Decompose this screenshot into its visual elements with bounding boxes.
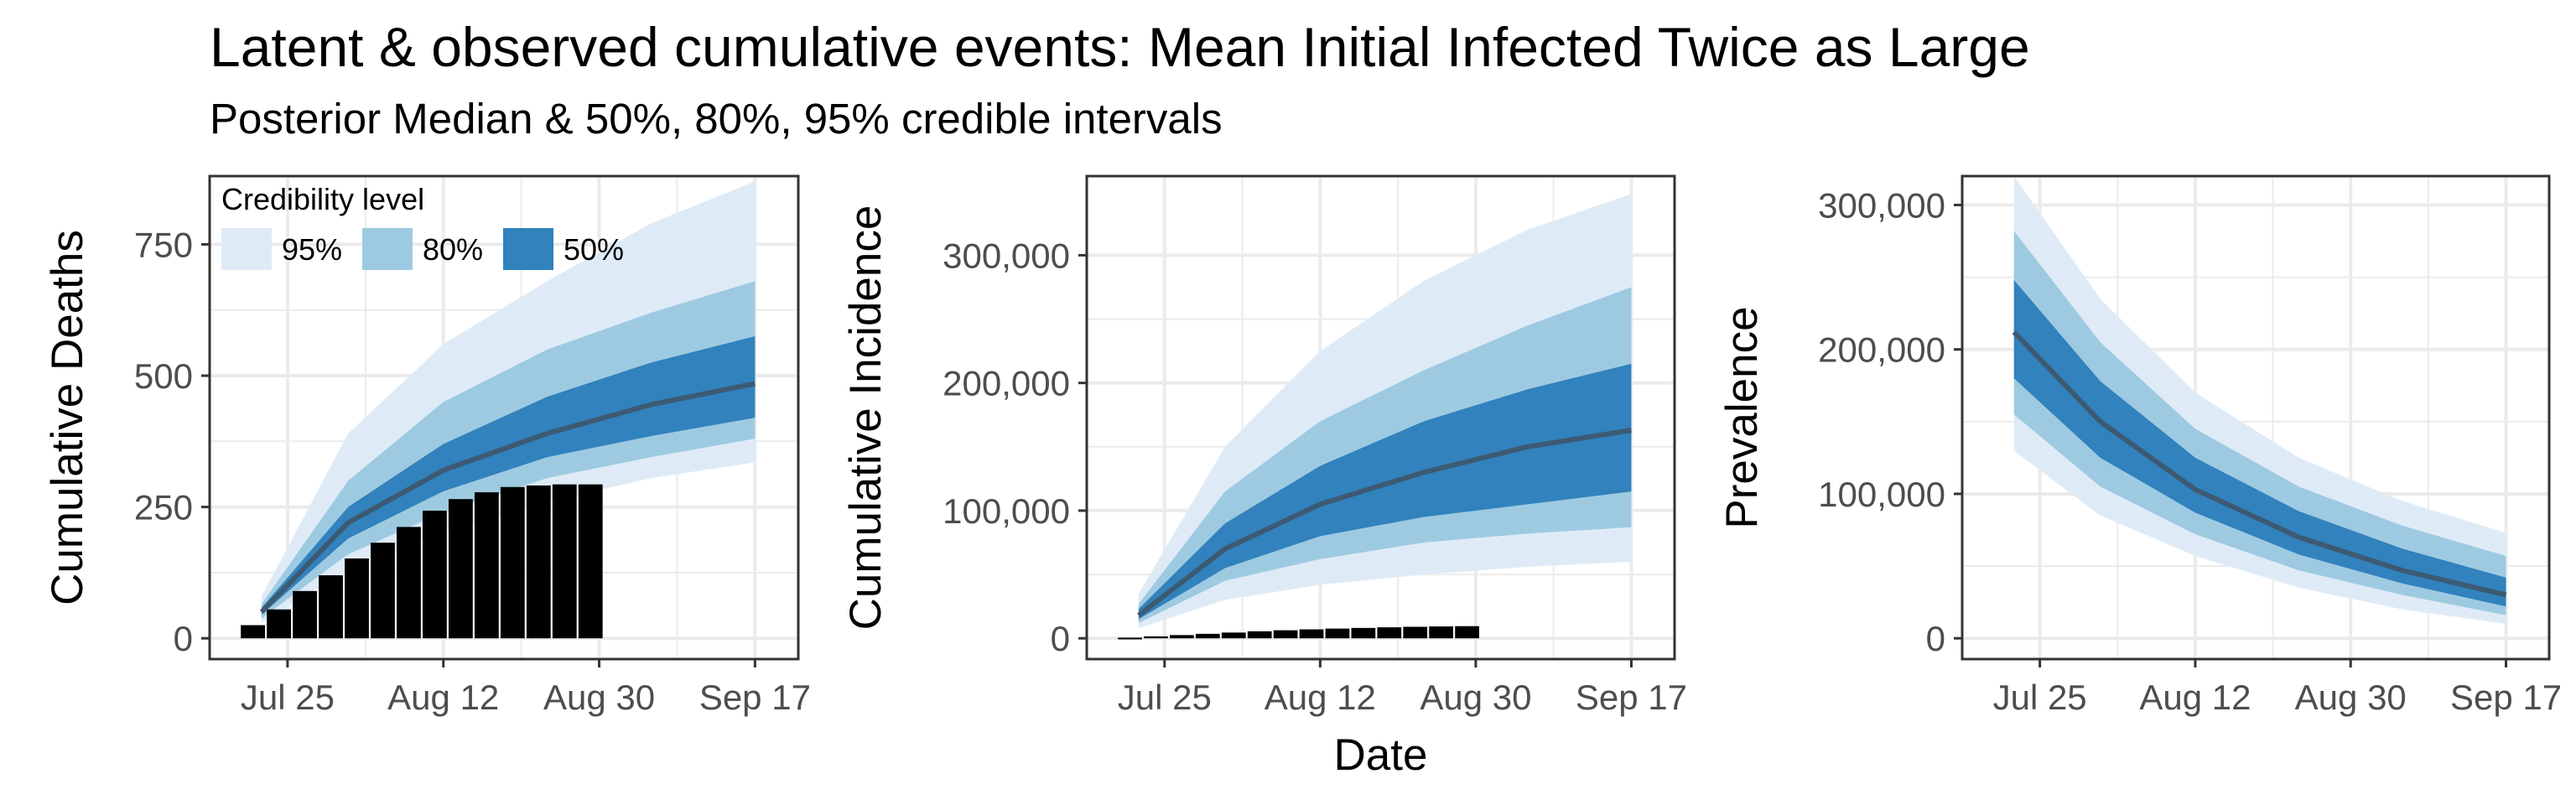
- observed-bar: [552, 484, 577, 639]
- observed-bar: [1118, 637, 1142, 640]
- chart-title: Latent & observed cumulative events: Mea…: [210, 16, 2030, 78]
- x-tick-label: Sep 17: [1576, 678, 1687, 717]
- legend-key-95: [221, 228, 272, 270]
- observed-bar: [1247, 631, 1272, 639]
- observed-bar: [1144, 636, 1168, 639]
- y-tick-label: 200,000: [1818, 330, 1945, 370]
- observed-bar: [1195, 633, 1220, 639]
- observed-bar: [1299, 629, 1324, 639]
- y-tick-label: 0: [174, 619, 193, 658]
- panel-border: [208, 174, 800, 661]
- legend-label: 80%: [423, 232, 483, 267]
- observed-bar: [319, 575, 343, 639]
- observed-bar: [500, 486, 525, 639]
- x-tick-label: Sep 17: [2450, 678, 2562, 717]
- y-axis-label: Prevalence: [1717, 306, 1767, 528]
- y-tick-label: 200,000: [943, 364, 1070, 403]
- observed-bar: [1325, 628, 1350, 639]
- observed-bar: [1170, 635, 1194, 639]
- observed-bar: [1273, 630, 1298, 639]
- y-tick-label: 0: [1926, 619, 1945, 658]
- legend-key-50: [503, 228, 553, 270]
- panel-1: Jul 25 Aug 12 Aug 30 Sep 17 0 250 500 750 Cumula…: [43, 174, 811, 717]
- observed-bar: [293, 590, 317, 639]
- observed-bar: [578, 484, 603, 639]
- observed-bar: [345, 558, 369, 639]
- observed-bar: [371, 543, 395, 639]
- observed-bar: [1455, 626, 1479, 639]
- legend-title: Credibility level: [221, 182, 424, 216]
- x-tick-label: Jul 25: [241, 678, 335, 717]
- observed-bar: [267, 609, 291, 639]
- observed-bar: [474, 492, 499, 639]
- band-95: [2013, 176, 2506, 624]
- x-tick-label: Aug 30: [2295, 678, 2407, 717]
- x-tick-label: Aug 12: [387, 678, 499, 717]
- x-tick-label: Aug 30: [1420, 678, 1531, 717]
- x-tick-label: Aug 12: [2139, 678, 2251, 717]
- x-tick-label: Jul 25: [1993, 678, 2087, 717]
- y-tick-label: 0: [1051, 619, 1070, 658]
- y-tick-label: 100,000: [1818, 475, 1945, 514]
- band-50: [2013, 280, 2506, 607]
- observed-bar: [526, 485, 551, 639]
- band-80: [2013, 231, 2506, 615]
- y-tick-label: 300,000: [1818, 185, 1945, 225]
- x-tick-label: Jul 25: [1118, 678, 1212, 717]
- observed-bar: [1351, 627, 1376, 639]
- panel-border: [1961, 174, 2551, 661]
- y-tick-label: 500: [134, 356, 193, 396]
- y-axis-label: Cumulative Deaths: [43, 230, 92, 605]
- x-axis-label: Date: [1334, 730, 1428, 780]
- median-line: [1137, 428, 1632, 618]
- y-tick-label: 250: [134, 488, 193, 527]
- y-tick-label: 100,000: [943, 491, 1070, 531]
- y-tick-label: 750: [134, 225, 193, 264]
- x-tick-label: Aug 12: [1265, 678, 1376, 717]
- x-tick-label: Aug 30: [543, 678, 655, 717]
- observed-bar: [1221, 632, 1246, 639]
- observed-bar: [1403, 626, 1428, 639]
- band-50: [261, 336, 756, 615]
- y-axis-label: Cumulative Incidence: [841, 205, 891, 631]
- observed-bar: [448, 499, 473, 639]
- panel-2: Jul 25 Aug 12 Aug 30 Sep 17 0 100,000 200,000 3…: [841, 174, 1687, 780]
- legend: Credibility level 95% 80% 50%: [221, 182, 624, 270]
- panel-3: Jul 25 Aug 12 Aug 30 Sep 17 0 100,000 200,000 3…: [1717, 174, 2562, 717]
- legend-label: 95%: [282, 232, 342, 267]
- band-50: [1138, 363, 1632, 620]
- y-tick-label: 300,000: [943, 236, 1070, 275]
- observed-bar: [1377, 627, 1402, 639]
- legend-key-80: [362, 228, 413, 270]
- legend-label: 50%: [564, 232, 624, 267]
- observed-bar: [423, 510, 447, 639]
- observed-bar: [397, 527, 421, 639]
- observed-bar: [1429, 626, 1454, 639]
- panel-border: [1085, 174, 1676, 661]
- observed-bar: [241, 625, 266, 639]
- median-line: [2012, 330, 2507, 598]
- median-line: [259, 381, 756, 614]
- chart-subtitle: Posterior Median & 50%, 80%, 95% credibl…: [210, 95, 1223, 143]
- x-tick-label: Sep 17: [699, 678, 811, 717]
